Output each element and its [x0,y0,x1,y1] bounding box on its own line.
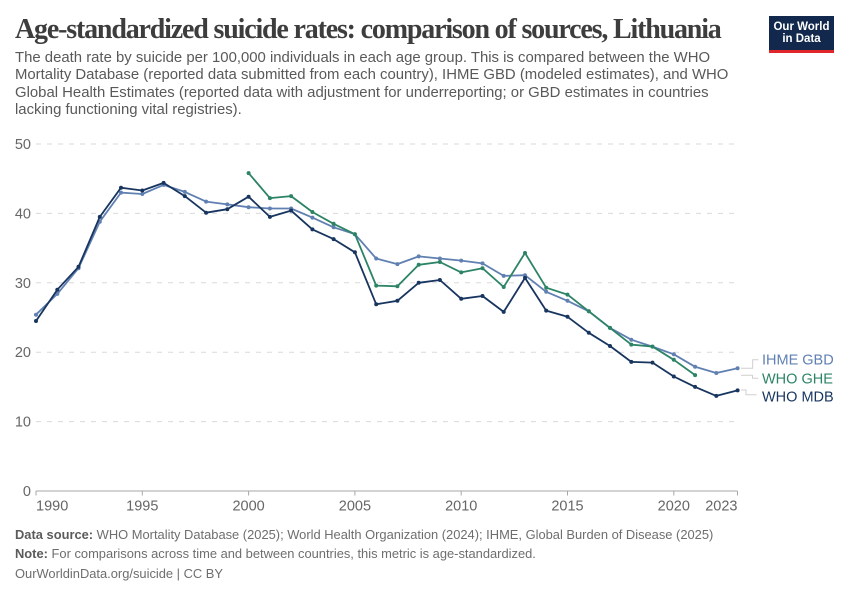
svg-text:IHME GBD: IHME GBD [762,353,834,369]
svg-text:0: 0 [23,484,31,500]
svg-text:50: 50 [15,137,31,153]
svg-text:1990: 1990 [36,499,68,515]
svg-text:40: 40 [15,206,31,222]
svg-text:2023: 2023 [705,499,737,515]
svg-text:2020: 2020 [658,499,690,515]
svg-text:WHO MDB: WHO MDB [762,390,834,406]
svg-text:10: 10 [15,415,31,431]
svg-text:WHO GHE: WHO GHE [762,372,833,388]
svg-text:2005: 2005 [339,499,371,515]
svg-text:2000: 2000 [232,499,264,515]
svg-text:30: 30 [15,276,31,292]
svg-text:2010: 2010 [445,499,477,515]
svg-text:2015: 2015 [551,499,583,515]
svg-text:1995: 1995 [126,499,158,515]
svg-text:20: 20 [15,345,31,361]
